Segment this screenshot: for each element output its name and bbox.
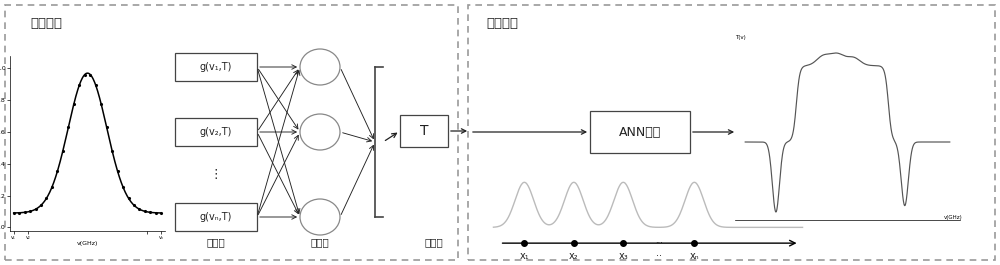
Bar bbox=[175, 53, 257, 81]
Text: v(GHz): v(GHz) bbox=[944, 215, 962, 220]
Ellipse shape bbox=[300, 114, 340, 150]
Bar bbox=[400, 115, 448, 147]
Ellipse shape bbox=[300, 49, 340, 85]
Text: 输出层: 输出层 bbox=[425, 237, 443, 247]
Bar bbox=[175, 203, 257, 231]
Text: T(v): T(v) bbox=[735, 35, 746, 40]
Text: ANN网络: ANN网络 bbox=[619, 126, 661, 139]
Bar bbox=[590, 111, 690, 153]
Text: ··: ·· bbox=[656, 251, 662, 261]
Text: T: T bbox=[420, 124, 428, 138]
Text: ···: ··· bbox=[655, 239, 663, 248]
Bar bbox=[175, 118, 257, 146]
Text: g(vₙ,T): g(vₙ,T) bbox=[200, 212, 232, 222]
Text: g(v₂,T): g(v₂,T) bbox=[200, 127, 232, 137]
Text: x₂: x₂ bbox=[569, 251, 579, 261]
Text: x₃: x₃ bbox=[618, 251, 628, 261]
Text: xₙ: xₙ bbox=[690, 251, 699, 261]
Text: ⋮: ⋮ bbox=[210, 168, 222, 181]
Text: 训练阶段: 训练阶段 bbox=[30, 17, 62, 30]
Text: g(v₁,T): g(v₁,T) bbox=[200, 62, 232, 72]
Text: 测试阶段: 测试阶段 bbox=[486, 17, 518, 30]
Text: 隐藏层: 隐藏层 bbox=[311, 237, 329, 247]
Bar bbox=[5, 5, 458, 260]
Ellipse shape bbox=[300, 199, 340, 235]
X-axis label: v(GHz): v(GHz) bbox=[77, 241, 98, 246]
Text: x₁: x₁ bbox=[520, 251, 529, 261]
Bar bbox=[468, 5, 995, 260]
Text: 输入层: 输入层 bbox=[207, 237, 225, 247]
